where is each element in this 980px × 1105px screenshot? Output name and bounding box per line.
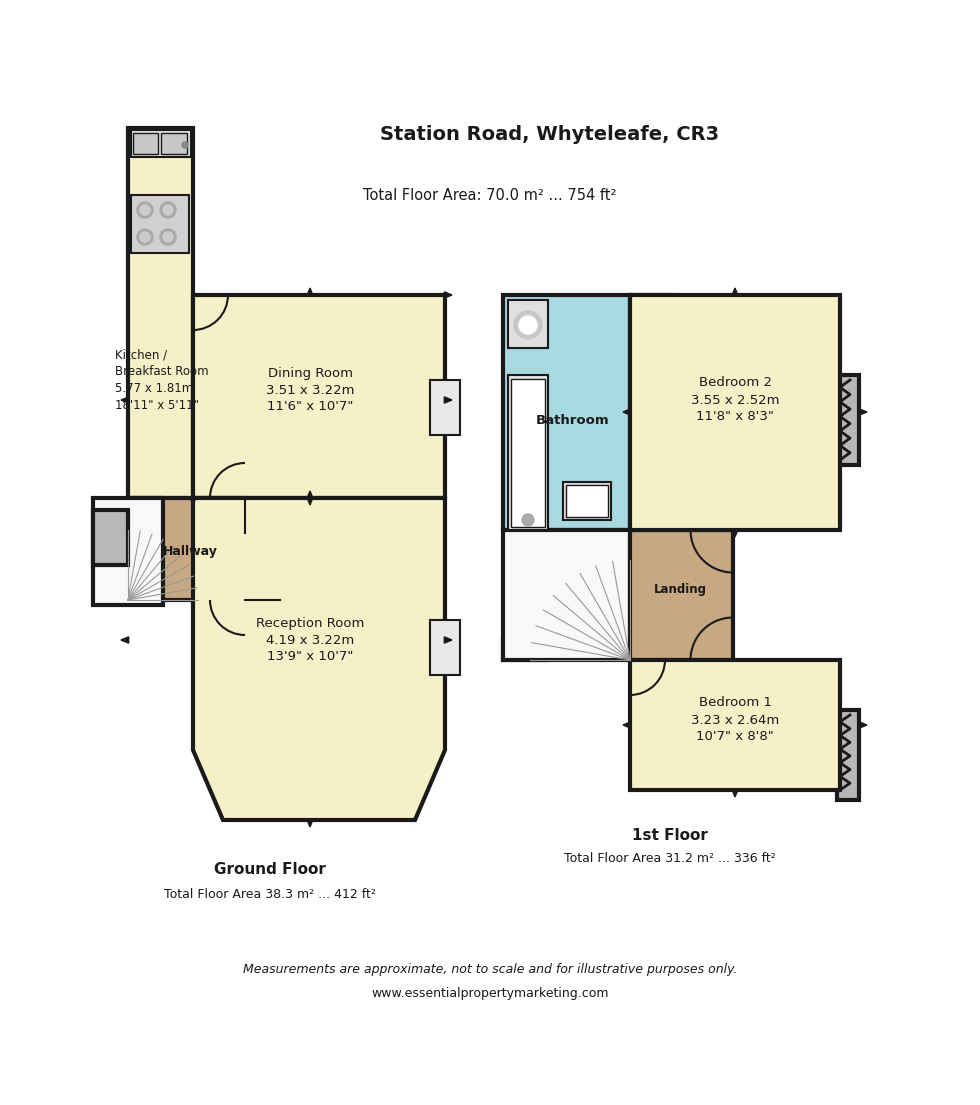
Bar xyxy=(430,620,460,675)
Polygon shape xyxy=(732,288,738,296)
Polygon shape xyxy=(121,636,128,643)
Circle shape xyxy=(160,202,176,218)
Polygon shape xyxy=(121,397,128,403)
Circle shape xyxy=(182,143,188,148)
Circle shape xyxy=(163,206,173,215)
Bar xyxy=(133,133,158,154)
Bar xyxy=(563,482,611,520)
Bar xyxy=(131,130,191,157)
Bar xyxy=(511,379,545,527)
Text: Total Floor Area 38.3 m² ... 412 ft²: Total Floor Area 38.3 m² ... 412 ft² xyxy=(164,888,376,902)
Circle shape xyxy=(160,229,176,245)
Bar xyxy=(508,299,548,348)
Text: Total Floor Area: 70.0 m² ... 754 ft²: Total Floor Area: 70.0 m² ... 754 ft² xyxy=(364,188,616,202)
Bar xyxy=(566,485,608,517)
Bar xyxy=(837,375,859,465)
Bar xyxy=(630,295,840,530)
Text: Ground Floor: Ground Floor xyxy=(214,863,326,877)
Circle shape xyxy=(140,206,150,215)
Text: Kitchen /
Breakfast Room
5.77 x 1.81m
18'11" x 5'11": Kitchen / Breakfast Room 5.77 x 1.81m 18… xyxy=(116,348,209,412)
Polygon shape xyxy=(307,497,314,505)
Bar xyxy=(508,375,548,530)
Polygon shape xyxy=(623,722,631,728)
Text: Hallway: Hallway xyxy=(163,546,218,558)
Text: Bathroom: Bathroom xyxy=(536,413,610,427)
Text: Landing: Landing xyxy=(654,583,707,597)
Polygon shape xyxy=(623,409,631,415)
Bar xyxy=(630,295,672,317)
Bar xyxy=(503,638,545,660)
Polygon shape xyxy=(444,397,452,403)
Circle shape xyxy=(522,514,534,526)
Bar xyxy=(430,380,460,435)
Bar xyxy=(837,711,859,800)
Polygon shape xyxy=(732,529,738,537)
Circle shape xyxy=(140,232,150,242)
Polygon shape xyxy=(859,409,867,415)
Bar xyxy=(131,194,189,253)
Bar xyxy=(161,133,187,154)
Polygon shape xyxy=(190,497,196,505)
Bar xyxy=(128,128,193,498)
Bar xyxy=(630,530,733,660)
Bar xyxy=(503,530,630,660)
Polygon shape xyxy=(444,292,452,298)
Bar xyxy=(93,498,163,606)
Text: Total Floor Area 31.2 m² ... 336 ft²: Total Floor Area 31.2 m² ... 336 ft² xyxy=(564,852,776,864)
Text: Reception Room
4.19 x 3.22m
13'9" x 10'7": Reception Room 4.19 x 3.22m 13'9" x 10'7… xyxy=(256,617,365,663)
Polygon shape xyxy=(732,789,738,797)
Text: Station Road, Whyteleafe, CR3: Station Road, Whyteleafe, CR3 xyxy=(380,126,719,145)
Circle shape xyxy=(519,316,537,334)
Text: Bedroom 1
3.23 x 2.64m
10'7" x 8'8": Bedroom 1 3.23 x 2.64m 10'7" x 8'8" xyxy=(691,696,779,744)
Polygon shape xyxy=(307,819,314,827)
Bar xyxy=(128,498,245,600)
Circle shape xyxy=(514,311,542,339)
Text: Dining Room
3.51 x 3.22m
11'6" x 10'7": Dining Room 3.51 x 3.22m 11'6" x 10'7" xyxy=(266,367,354,413)
Circle shape xyxy=(137,229,153,245)
Polygon shape xyxy=(444,636,452,643)
Text: Bedroom 2
3.55 x 2.52m
11'8" x 8'3": Bedroom 2 3.55 x 2.52m 11'8" x 8'3" xyxy=(691,377,779,423)
Polygon shape xyxy=(307,288,314,296)
Bar xyxy=(630,660,840,790)
Polygon shape xyxy=(859,722,867,728)
Text: Measurements are approximate, not to scale and for illustrative purposes only.: Measurements are approximate, not to sca… xyxy=(243,964,737,977)
Circle shape xyxy=(137,202,153,218)
Text: www.essentialpropertymarketing.com: www.essentialpropertymarketing.com xyxy=(371,987,609,1000)
Polygon shape xyxy=(193,498,445,820)
Bar xyxy=(193,295,445,498)
Circle shape xyxy=(163,232,173,242)
Text: 1st Floor: 1st Floor xyxy=(632,828,708,842)
Bar xyxy=(93,511,128,565)
Bar xyxy=(503,295,630,530)
Polygon shape xyxy=(307,491,314,498)
